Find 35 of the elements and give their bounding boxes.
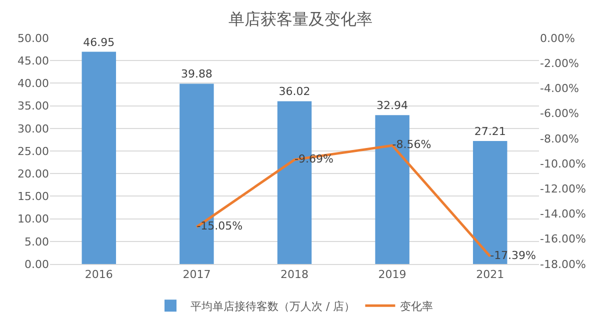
y-tick-label: 25.00 bbox=[18, 144, 49, 158]
y-tick-label: 40.00 bbox=[18, 77, 49, 90]
y-tick-label: 50.00 bbox=[18, 32, 49, 45]
data-label: 39.88 bbox=[180, 68, 212, 81]
y-tick-label: 20.00 bbox=[18, 167, 49, 180]
chart-title: 单店获客量及变化率 bbox=[228, 9, 372, 28]
data-label: 27.21 bbox=[474, 125, 506, 138]
y2-tick-label: -18.00% bbox=[540, 258, 586, 271]
y2-tick-label: -12.00% bbox=[540, 182, 586, 196]
y2-tick-label: -2.00% bbox=[540, 56, 579, 70]
y2-tick-label: -14.00% bbox=[540, 208, 586, 221]
y2-tick-label: -8.00% bbox=[540, 132, 579, 146]
y-tick-label: 30.00 bbox=[18, 122, 49, 136]
x-tick-label: 2018 bbox=[280, 268, 308, 282]
y2-tick-label: -6.00% bbox=[540, 107, 579, 120]
x-tick-label: 2016 bbox=[84, 268, 113, 282]
data-label: 46.95 bbox=[83, 36, 115, 49]
x-tick-label: 2019 bbox=[378, 268, 406, 282]
data-label: 36.02 bbox=[278, 85, 310, 98]
legend-label: 变化率 bbox=[400, 300, 434, 313]
bar bbox=[82, 52, 116, 264]
y2-tick-label: -16.00% bbox=[540, 232, 586, 246]
y-tick-label: 0.00 bbox=[24, 258, 49, 271]
legend-label: 平均单店接待客数（万人次 / 店） bbox=[190, 300, 356, 313]
y2-tick-label: -4.00% bbox=[540, 82, 579, 96]
y2-tick-label: -10.00% bbox=[540, 157, 586, 170]
y-tick-label: 5.00 bbox=[24, 235, 49, 248]
y-tick-label: 15.00 bbox=[18, 190, 49, 204]
data-label: 32.94 bbox=[376, 99, 408, 112]
y2-tick-label: 0.00% bbox=[540, 32, 575, 45]
y-tick-label: 35.00 bbox=[18, 100, 49, 113]
y-tick-label: 10.00 bbox=[18, 212, 49, 226]
x-tick-label: 2021 bbox=[476, 268, 504, 282]
x-tick-label: 2017 bbox=[182, 268, 211, 282]
y-tick-label: 45.00 bbox=[18, 54, 49, 68]
